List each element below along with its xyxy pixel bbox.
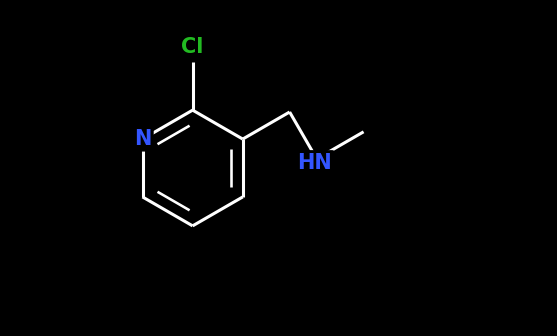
Text: Cl: Cl: [182, 37, 204, 57]
Text: N: N: [134, 129, 151, 149]
Text: HN: HN: [297, 153, 332, 173]
